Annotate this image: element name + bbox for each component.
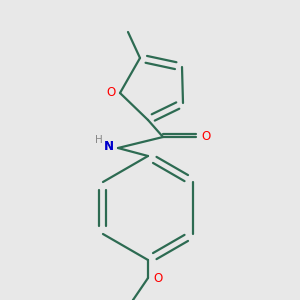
Text: O: O [201,130,211,143]
Text: O: O [106,86,116,100]
Text: O: O [153,272,163,284]
Text: N: N [105,140,113,152]
Text: H: H [95,135,103,145]
Text: N: N [104,140,114,152]
